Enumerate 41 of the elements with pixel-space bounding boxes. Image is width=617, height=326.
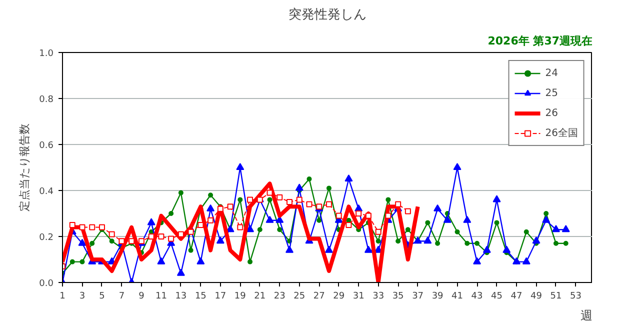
legend-label: 25: [545, 86, 559, 100]
x-tick-label: 45: [491, 292, 502, 302]
chart-subtitle: 2026年 第37週現在: [488, 34, 593, 48]
y-tick-label: 0.8: [39, 95, 54, 105]
y-axis-title: 定点当たり報告数: [18, 124, 32, 212]
x-tick-label: 47: [510, 292, 522, 302]
y-tick-label: 1.0: [39, 49, 54, 59]
legend-label: 26全国: [545, 127, 578, 140]
x-tick-label: 53: [570, 292, 582, 302]
legend-label: 24: [545, 66, 559, 80]
y-tick-label: 0.2: [39, 233, 54, 243]
x-tick-label: 3: [79, 292, 86, 302]
x-tick-label: 1: [60, 292, 66, 302]
x-tick-label: 17: [214, 292, 226, 302]
x-tick-label: 31: [352, 292, 364, 302]
x-axis-title: 週: [580, 308, 592, 322]
legend-label: 26: [545, 106, 559, 120]
x-tick-label: 27: [313, 292, 325, 302]
x-tick-label: 11: [155, 292, 167, 302]
x-tick-label: 13: [175, 292, 187, 302]
x-tick-label: 15: [194, 292, 206, 302]
x-tick-label: 25: [294, 292, 306, 302]
y-tick-label: 0.4: [39, 187, 54, 197]
x-tick-label: 49: [530, 292, 542, 302]
x-tick-label: 9: [138, 292, 145, 302]
x-tick-label: 35: [392, 292, 404, 302]
x-tick-label: 19: [234, 292, 246, 302]
x-tick-label: 37: [412, 292, 424, 302]
x-tick-label: 41: [452, 292, 464, 302]
x-tick-label: 43: [471, 292, 483, 302]
x-tick-label: 33: [372, 292, 384, 302]
x-tick-label: 29: [333, 292, 345, 302]
x-tick-label: 51: [550, 292, 562, 302]
x-tick-label: 21: [254, 292, 266, 302]
y-tick-label: 0.6: [39, 141, 54, 151]
y-tick-label: 0.0: [39, 279, 54, 289]
x-tick-label: 23: [274, 292, 286, 302]
chart-title: 突発性発しん: [288, 8, 366, 22]
x-tick-label: 7: [118, 292, 125, 302]
x-tick-label: 5: [99, 292, 105, 302]
x-tick-label: 39: [432, 292, 444, 302]
